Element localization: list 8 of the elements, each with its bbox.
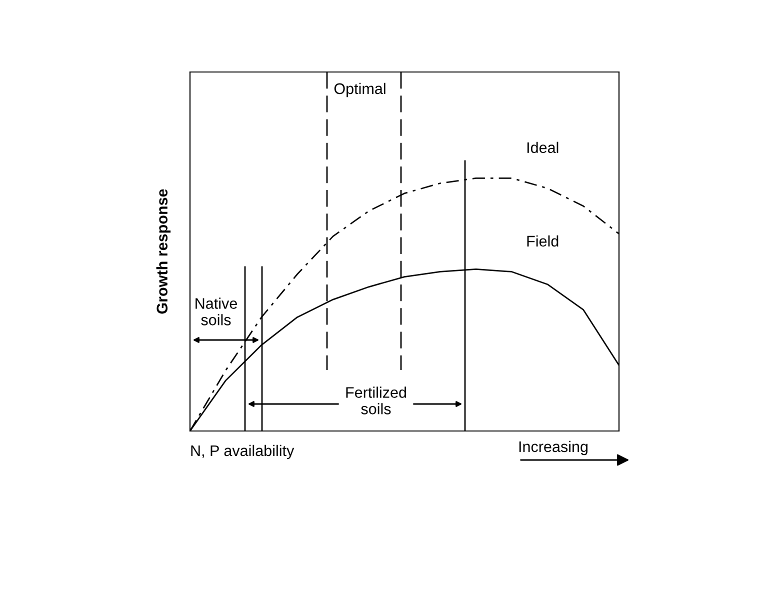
annotation: Native soils [196,298,237,326]
x-axis-title: N, P availability [191,444,294,460]
annotation: Fertilized soils [346,386,406,414]
series-label: Ideal [527,142,558,154]
text: Increasing [519,440,588,456]
series-label: Field [527,235,558,247]
text: Optimal [334,82,386,98]
y-axis-title: Growth response [156,189,171,314]
